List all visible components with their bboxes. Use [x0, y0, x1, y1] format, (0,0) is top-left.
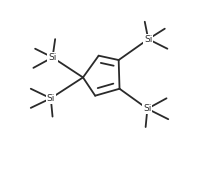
- Text: Si: Si: [48, 53, 57, 62]
- Text: Si: Si: [47, 94, 55, 103]
- Text: Si: Si: [144, 35, 152, 44]
- Text: Si: Si: [143, 104, 152, 113]
